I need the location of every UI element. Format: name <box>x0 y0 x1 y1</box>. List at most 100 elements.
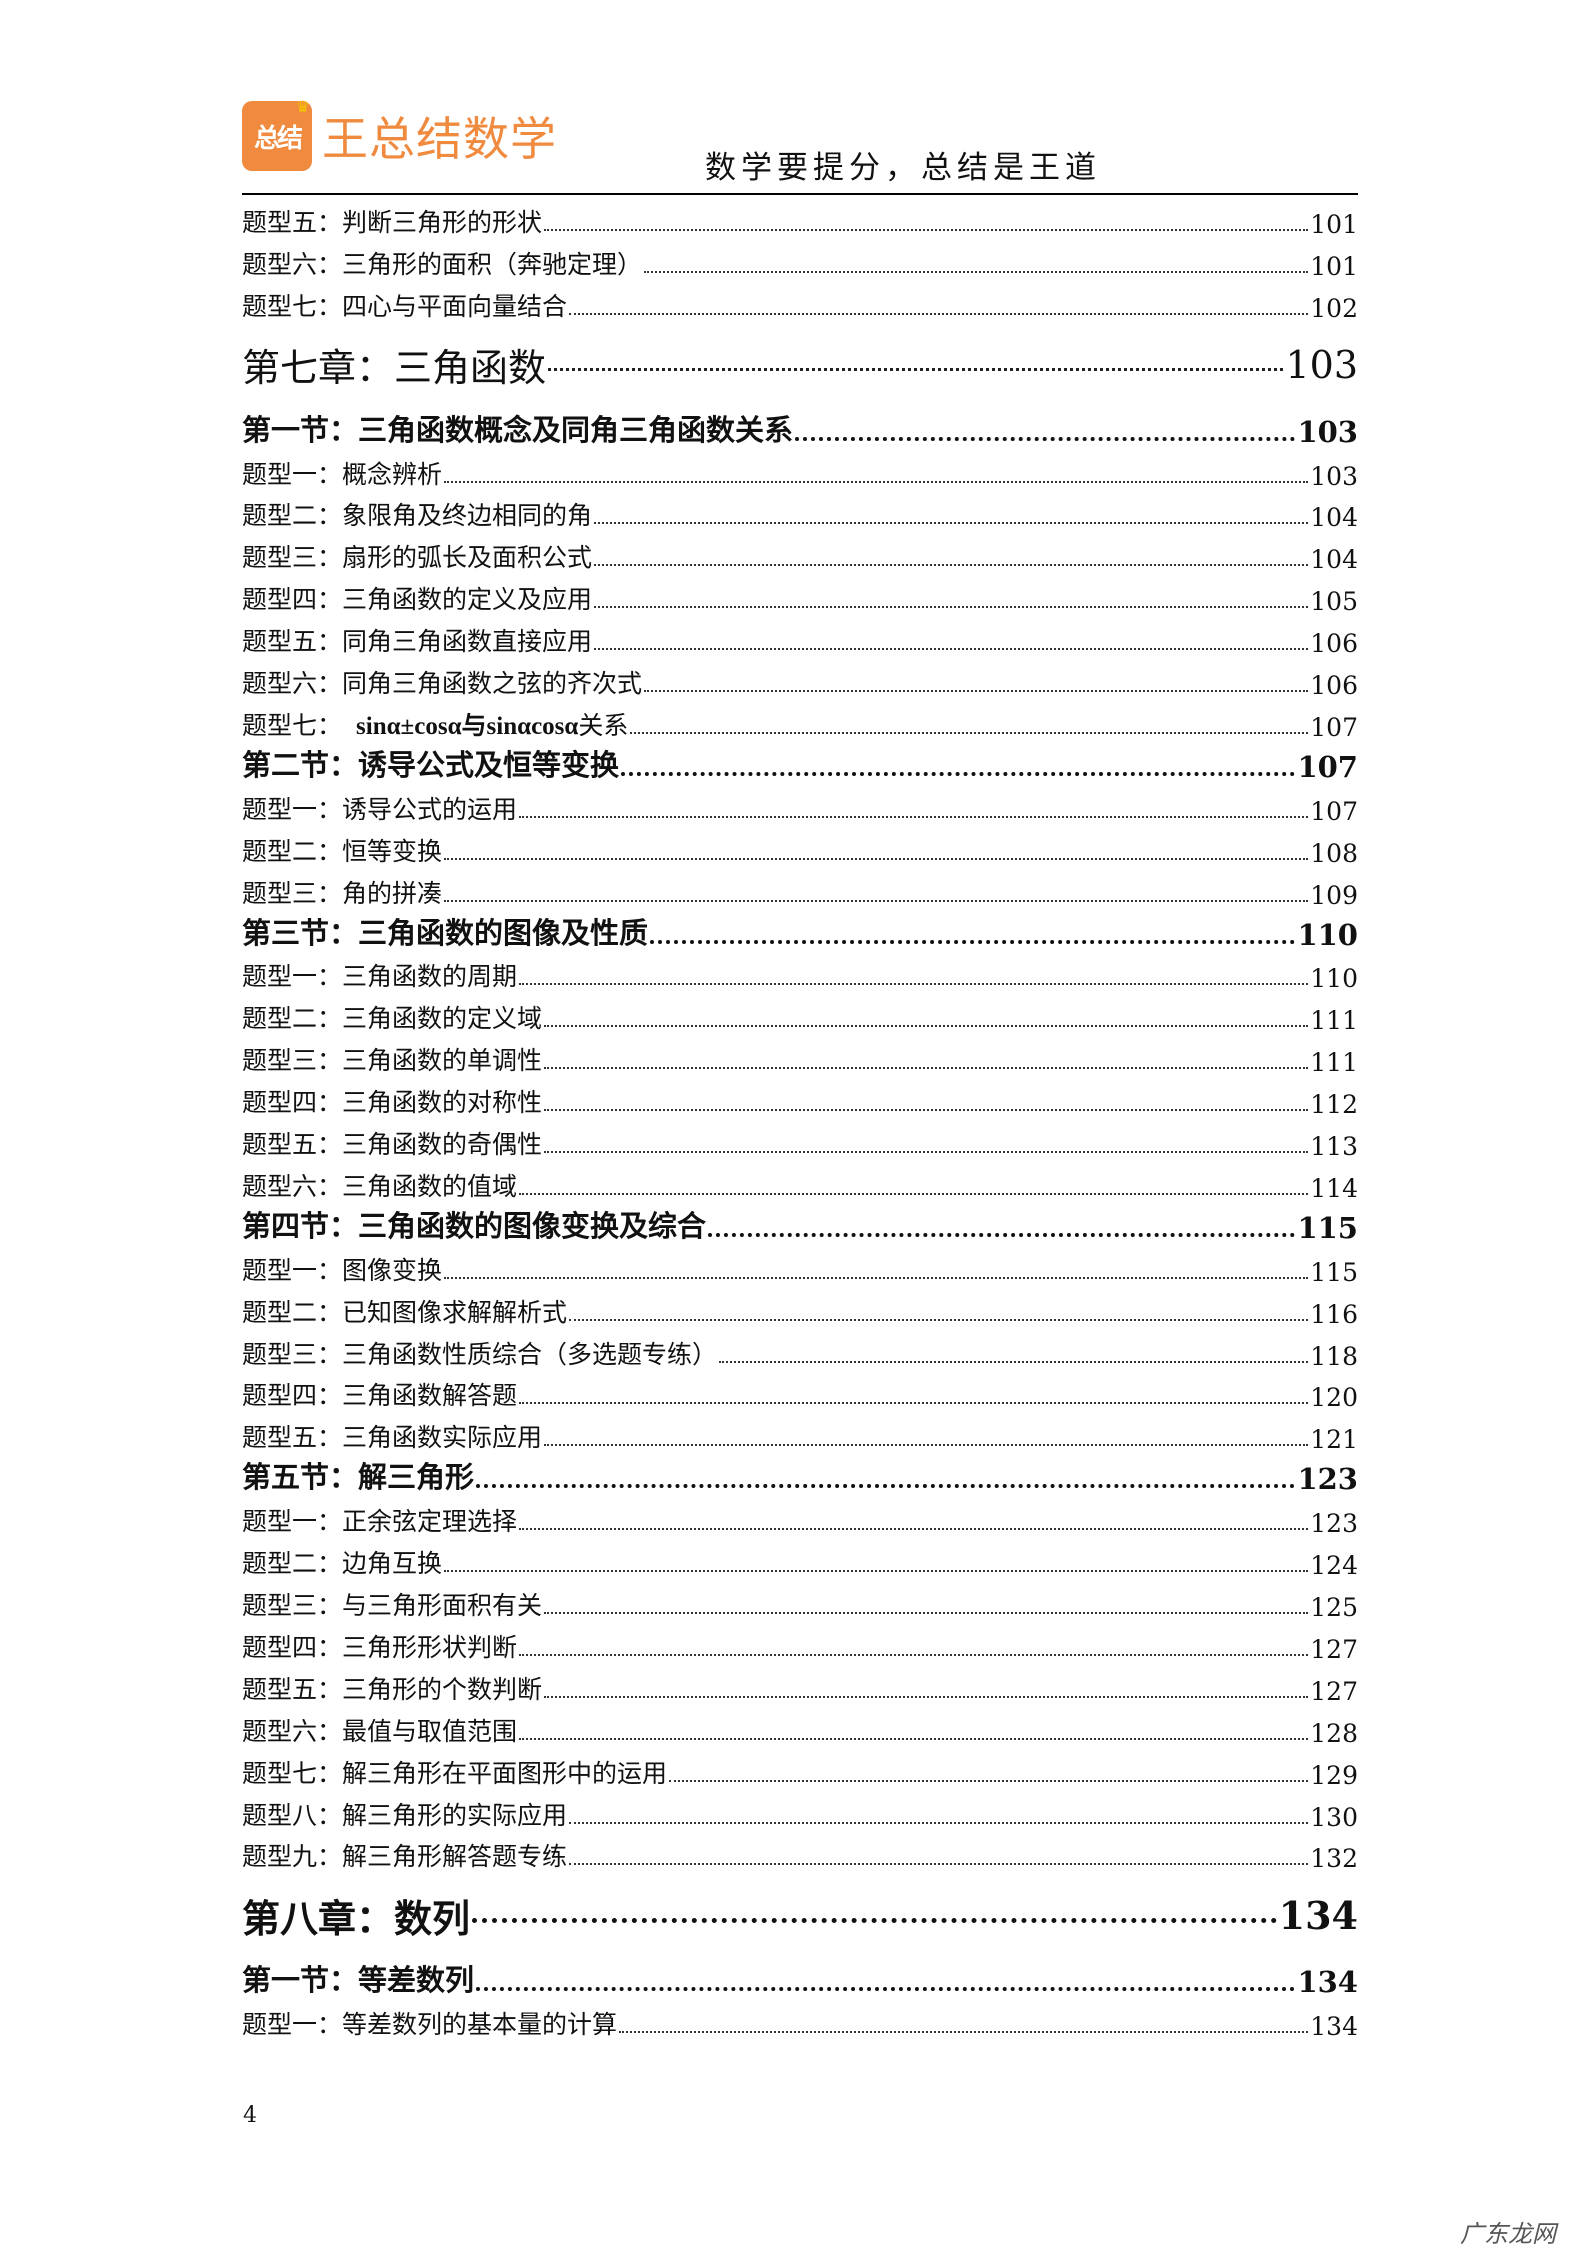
toc-entry-title: 第一节：等差数列 <box>242 1957 474 1999</box>
toc-topic-entry[interactable]: 题型七： sinα±cosα与sinαcosα关系 107 <box>242 700 1358 742</box>
toc-topic-entry[interactable]: 题型一：等差数列的基本量的计算 134 <box>242 1999 1358 2041</box>
toc-entry-title: 题型三：三角函数性质综合（多选题专练） <box>242 1335 717 1371</box>
toc-section-entry[interactable]: 第一节：等差数列 134 <box>242 1957 1358 1999</box>
toc-topic-entry[interactable]: 题型二：边角互换 124 <box>242 1538 1358 1580</box>
toc-entry-label: 题型四：三角形形状判断 <box>242 1632 518 1662</box>
toc-entry-label: 题型一：图像变换 <box>242 1255 443 1285</box>
toc-topic-entry[interactable]: 题型二：已知图像求解解析式 116 <box>242 1287 1358 1329</box>
toc-topic-entry[interactable]: 题型一：概念辨析 103 <box>242 449 1358 491</box>
dot-leader <box>594 606 1309 609</box>
dot-leader <box>519 983 1309 986</box>
toc-section-entry[interactable]: 第三节：三角函数的图像及性质 110 <box>242 910 1358 952</box>
dot-leader <box>444 480 1309 483</box>
toc-topic-entry[interactable]: 题型七：解三角形在平面图形中的运用 129 <box>242 1748 1358 1790</box>
toc-entry-page: 102 <box>1310 293 1358 323</box>
toc-entry-label: 题型五：三角函数实际应用 <box>242 1423 543 1453</box>
toc-section-entry[interactable]: 第四节：三角函数的图像变换及综合 115 <box>242 1203 1358 1245</box>
toc-section-entry[interactable]: 第二节：诱导公式及恒等变换 107 <box>242 742 1358 784</box>
toc-entry-page: 123 <box>1310 1509 1358 1539</box>
toc-topic-entry[interactable]: 题型八：解三角形的实际应用 130 <box>242 1790 1358 1832</box>
toc-topic-entry[interactable]: 题型一：正余弦定理选择 123 <box>242 1496 1358 1538</box>
toc-topic-entry[interactable]: 题型六：同角三角函数之弦的齐次式 106 <box>242 658 1358 700</box>
toc-entry-label: 题型三：三角函数的单调性 <box>242 1046 543 1076</box>
toc-entry-label: 题型七：解三角形在平面图形中的运用 <box>242 1758 668 1788</box>
toc-entry-title: 题型一：概念辨析 <box>242 455 442 491</box>
toc-section-entry[interactable]: 第一节：三角函数概念及同角三角函数关系 103 <box>242 407 1358 449</box>
toc-chapter-entry[interactable]: 第七章：三角函数 103 <box>242 323 1358 407</box>
header-slogan: 数学要提分，总结是王道 <box>705 150 1101 186</box>
toc-entry-title: 题型二：恒等变换 <box>242 832 442 868</box>
toc-entry-title: 题型四：三角函数的对称性 <box>242 1083 542 1119</box>
toc-entry-label: 题型五：判断三角形的形状 <box>242 207 543 237</box>
toc-topic-entry[interactable]: 题型二：恒等变换 108 <box>242 826 1358 868</box>
toc-entry-page: 127 <box>1310 1634 1358 1664</box>
dot-leader <box>519 1528 1309 1531</box>
toc-entry-page: 123 <box>1297 1462 1358 1497</box>
toc-topic-entry[interactable]: 题型三：与三角形面积有关 125 <box>242 1580 1358 1622</box>
dot-leader <box>519 1653 1309 1656</box>
dot-leader <box>519 815 1309 818</box>
toc-section-entry[interactable]: 第五节：解三角形 123 <box>242 1454 1358 1496</box>
toc-topic-entry[interactable]: 题型一：诱导公式的运用 107 <box>242 784 1358 826</box>
dot-leader <box>650 939 1296 944</box>
toc-chapter-entry[interactable]: 第八章：数列 134 <box>242 1873 1358 1957</box>
toc-entry-page: 132 <box>1310 1844 1358 1874</box>
toc-entry-title: 题型二：三角函数的定义域 <box>242 999 542 1035</box>
toc-topic-entry[interactable]: 题型二：三角函数的定义域 111 <box>242 993 1358 1035</box>
toc-entry-label: 第四节：三角函数的图像变换及综合 <box>242 1208 707 1243</box>
toc-entry-title: 题型一：图像变换 <box>242 1251 442 1287</box>
toc-entry-page: 109 <box>1310 880 1358 910</box>
toc-topic-entry[interactable]: 题型三：扇形的弧长及面积公式 104 <box>242 532 1358 574</box>
toc-topic-entry[interactable]: 题型三：三角函数的单调性 111 <box>242 1035 1358 1077</box>
toc-topic-entry[interactable]: 题型六：三角函数的值域 114 <box>242 1161 1358 1203</box>
header-divider <box>242 193 1358 195</box>
dot-leader <box>644 270 1309 273</box>
toc-topic-entry[interactable]: 题型五：同角三角函数直接应用 106 <box>242 616 1358 658</box>
toc-entry-label: 题型六：同角三角函数之弦的齐次式 <box>242 669 643 699</box>
toc-entry-page: 124 <box>1310 1551 1358 1581</box>
toc-entry-title: 题型七：四心与平面向量结合 <box>242 287 567 323</box>
toc-topic-entry[interactable]: 题型四：三角函数解答题 120 <box>242 1371 1358 1412</box>
toc-topic-entry[interactable]: 题型五：三角形的个数判断 127 <box>242 1664 1358 1706</box>
toc-entry-title: 题型六：同角三角函数之弦的齐次式 <box>242 664 642 700</box>
toc-topic-entry[interactable]: 题型三：三角函数性质综合（多选题专练） 118 <box>242 1329 1358 1371</box>
toc-entry-title: 题型三：扇形的弧长及面积公式 <box>242 538 592 574</box>
toc-entry-page: 134 <box>1297 1965 1358 2000</box>
toc-entry-page: 108 <box>1310 838 1358 868</box>
toc-entry-page: 114 <box>1310 1173 1358 1203</box>
toc-topic-entry[interactable]: 题型五：判断三角形的形状 101 <box>242 197 1358 239</box>
toc-entry-label: 题型四：三角函数解答题 <box>242 1381 518 1411</box>
toc-topic-entry[interactable]: 题型三：角的拼凑 109 <box>242 868 1358 910</box>
dot-leader <box>472 1908 1277 1923</box>
toc-entry-title: 题型四：三角形形状判断 <box>242 1628 517 1664</box>
toc-entry-page: 106 <box>1310 671 1358 701</box>
dot-leader <box>519 1737 1309 1740</box>
toc-entry-title: 题型二：边角互换 <box>242 1544 442 1580</box>
toc-entry-label: 第一节：等差数列 <box>242 1963 475 1998</box>
toc-topic-entry[interactable]: 题型九：解三角形解答题专练 132 <box>242 1832 1358 1874</box>
dot-leader <box>519 1402 1309 1405</box>
toc-topic-entry[interactable]: 题型七：四心与平面向量结合 102 <box>242 281 1358 323</box>
toc-topic-entry[interactable]: 题型六：最值与取值范围 128 <box>242 1706 1358 1748</box>
dot-leader <box>594 648 1309 651</box>
toc-entry-label: 第五节：解三角形 <box>242 1460 475 1495</box>
toc-entry-page: 130 <box>1310 1802 1358 1832</box>
toc-entry-label: 题型一：正余弦定理选择 <box>242 1507 518 1537</box>
toc-entry-label: 题型六：三角形的面积（奔驰定理） <box>242 249 643 279</box>
dot-leader <box>444 899 1309 902</box>
toc-topic-entry[interactable]: 题型一：三角函数的周期 110 <box>242 952 1358 993</box>
toc-topic-entry[interactable]: 题型一：图像变换 115 <box>242 1245 1358 1287</box>
toc-entry-page: 116 <box>1310 1299 1358 1329</box>
toc-topic-entry[interactable]: 题型五：三角函数实际应用 121 <box>242 1412 1358 1454</box>
toc-topic-entry[interactable]: 题型六：三角形的面积（奔驰定理） 101 <box>242 239 1358 281</box>
toc-entry-label: 题型三：三角函数性质综合（多选题专练） <box>242 1339 718 1369</box>
toc-topic-entry[interactable]: 题型五：三角函数的奇偶性 113 <box>242 1119 1358 1161</box>
toc-topic-entry[interactable]: 题型四：三角形形状判断 127 <box>242 1622 1358 1664</box>
toc-topic-entry[interactable]: 题型四：三角函数的对称性 112 <box>242 1077 1358 1119</box>
toc-topic-entry[interactable]: 题型二：象限角及终边相同的角 104 <box>242 491 1358 532</box>
toc-entry-title: 第一节：三角函数概念及同角三角函数关系 <box>242 407 793 449</box>
toc-entry-label: 题型一：诱导公式的运用 <box>242 794 518 824</box>
toc-topic-entry[interactable]: 题型四：三角函数的定义及应用 105 <box>242 574 1358 616</box>
dot-leader <box>569 1821 1309 1824</box>
toc-entry-title: 题型三：与三角形面积有关 <box>242 1586 542 1622</box>
